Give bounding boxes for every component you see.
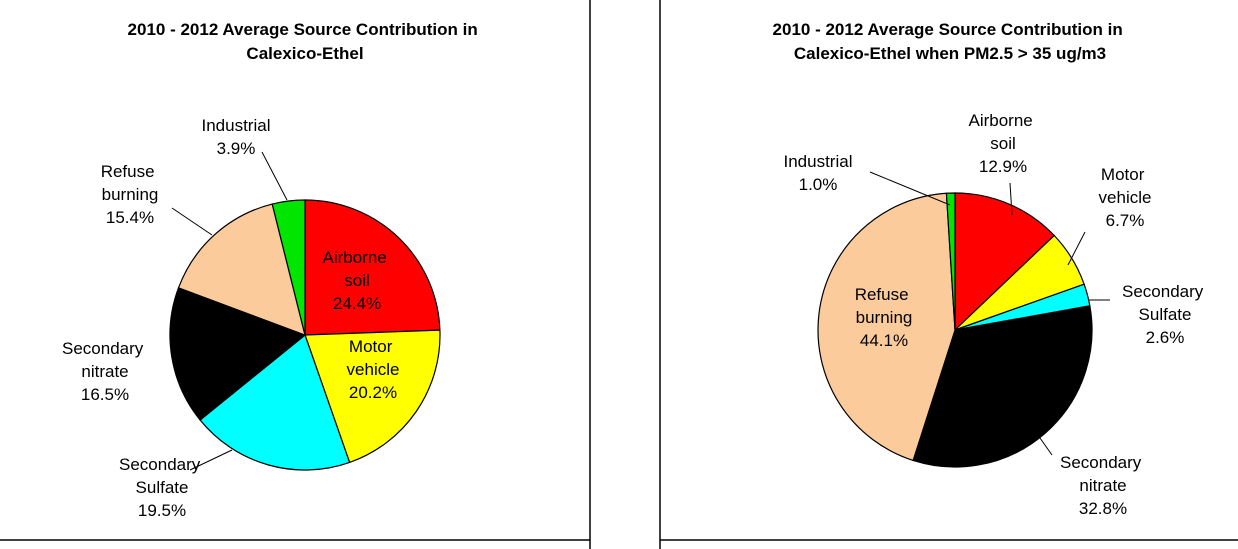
slice-label: Industrial	[784, 152, 853, 171]
slice-value-label: 16.5%	[81, 385, 129, 404]
slice-label: Airborne soil	[969, 111, 1038, 153]
slice-value-label: 3.9%	[217, 139, 256, 158]
pie-slice	[304, 199, 441, 336]
chart-title: 2010 - 2012 Average Source Contribution …	[128, 20, 483, 63]
slice-value-label: 24.4%	[333, 294, 381, 313]
pie-slice	[912, 305, 1093, 468]
leader-line	[869, 171, 951, 206]
leader-line	[261, 151, 288, 201]
pie-slice	[199, 333, 351, 471]
slice-label: Secondary nitrate	[62, 339, 148, 381]
slice-label: Airborne soil	[323, 248, 392, 290]
chart-title: 2010 - 2012 Average Source Contribution …	[773, 20, 1128, 63]
pie-slice	[169, 287, 307, 421]
leader-line	[1009, 182, 1013, 216]
slice-value-label: 15.4%	[106, 208, 154, 227]
leader-line	[1067, 231, 1086, 266]
leader-line	[1039, 437, 1053, 456]
slice-label: Secondary nitrate	[1060, 453, 1146, 495]
slice-label: Motor vehicle	[1099, 165, 1152, 207]
slice-label: Refuse burning	[101, 162, 160, 204]
slice-label: Industrial	[202, 116, 271, 135]
leader-line	[171, 207, 213, 236]
slice-value-label: 44.1%	[860, 331, 908, 350]
slice-value-label: 2.6%	[1146, 328, 1185, 347]
slice-value-label: 12.9%	[979, 157, 1027, 176]
slice-label: Refuse burning	[855, 285, 914, 327]
slice-value-label: 1.0%	[799, 175, 838, 194]
slice-label: Secondary Sulfate	[119, 455, 205, 497]
leader-line	[189, 449, 233, 471]
pie-slice	[271, 199, 306, 336]
slice-label: Motor vehicle	[347, 337, 400, 379]
pie-slice	[945, 192, 956, 331]
slice-value-label: 32.8%	[1079, 499, 1127, 518]
pie-slice	[177, 203, 306, 336]
slice-label: Secondary Sulfate	[1122, 282, 1208, 324]
pie-slice	[954, 192, 1056, 332]
slice-value-label: 19.5%	[138, 501, 186, 520]
slice-value-label: 20.2%	[349, 383, 397, 402]
pie-slice	[304, 329, 441, 464]
pie-slice	[817, 192, 956, 462]
slice-value-label: 6.7%	[1106, 211, 1145, 230]
